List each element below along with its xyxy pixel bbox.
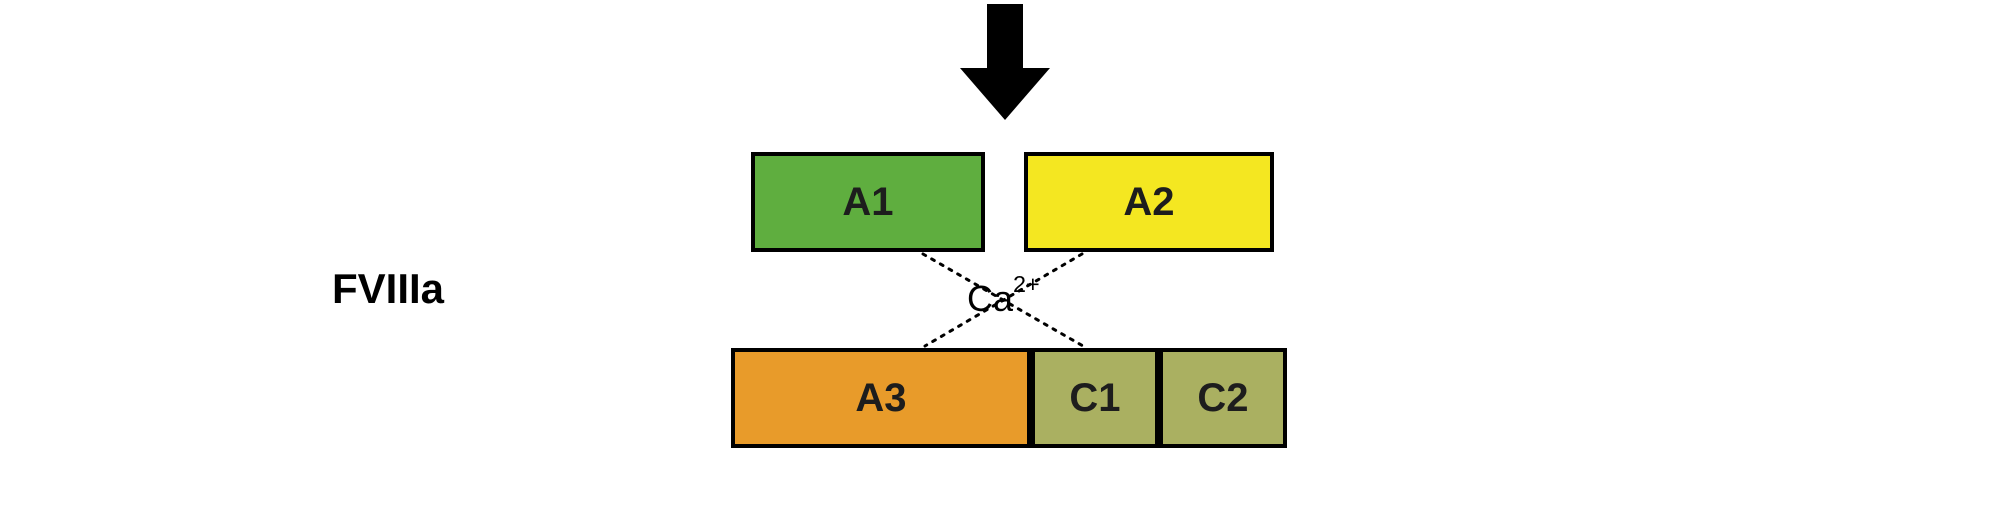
domain-a3: A3 xyxy=(731,348,1031,448)
domain-a3-label: A3 xyxy=(855,376,906,421)
domain-a1: A1 xyxy=(751,152,985,252)
domain-c1: C1 xyxy=(1031,348,1159,448)
ion-base: Ca xyxy=(967,278,1013,319)
ion-super: 2+ xyxy=(1013,271,1040,297)
domain-c2-label: C2 xyxy=(1197,376,1248,421)
domain-a1-label: A1 xyxy=(842,180,893,225)
calcium-ion-label: Ca2+ xyxy=(967,277,1040,320)
protein-label: FVIIIa xyxy=(332,265,444,313)
diagram-canvas: FVIIIa A1 A2 A3 C1 C2 Ca2+ xyxy=(0,0,2009,520)
domain-a2: A2 xyxy=(1024,152,1274,252)
domain-c2: C2 xyxy=(1159,348,1287,448)
domain-c1-label: C1 xyxy=(1069,376,1120,421)
domain-a2-label: A2 xyxy=(1123,180,1174,225)
